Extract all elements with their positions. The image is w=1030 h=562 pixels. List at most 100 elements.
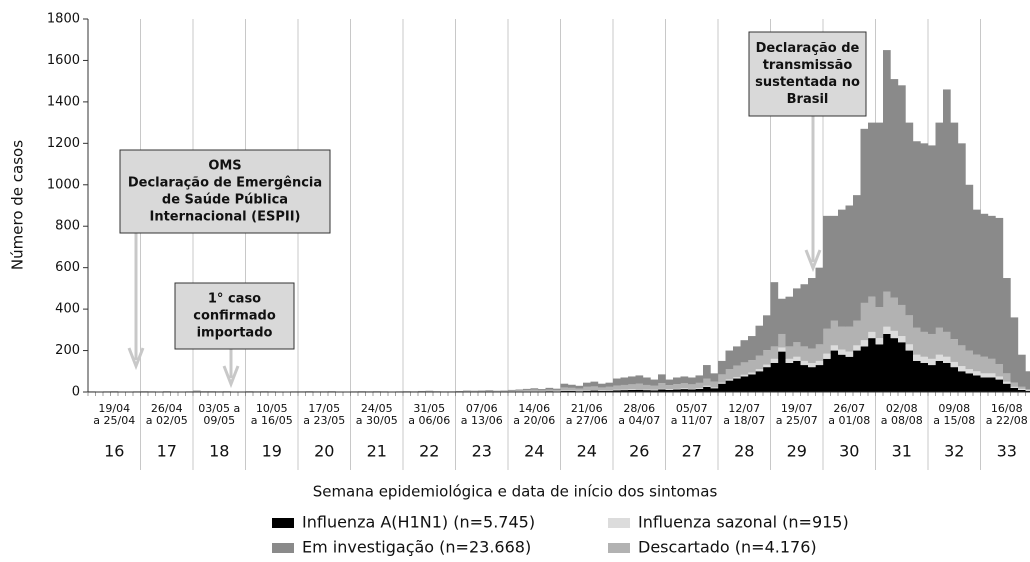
bar-segment bbox=[928, 358, 936, 366]
bar-segment bbox=[643, 390, 651, 392]
bar-segment bbox=[500, 390, 509, 392]
bar-segment bbox=[1003, 278, 1011, 374]
bar-segment bbox=[860, 346, 869, 392]
bar-segment bbox=[965, 369, 974, 374]
bar-segment bbox=[988, 377, 996, 392]
bar-segment bbox=[875, 338, 884, 345]
week-date-label: a 23/05 bbox=[303, 414, 345, 427]
bar-segment bbox=[935, 327, 944, 355]
bar-segment bbox=[860, 302, 869, 341]
week-date-label: a 02/05 bbox=[146, 414, 188, 427]
bar-segment bbox=[1018, 386, 1026, 389]
bar-segment bbox=[823, 353, 831, 359]
week-date-label: 21/06 bbox=[571, 402, 603, 415]
bar-segment bbox=[973, 209, 981, 355]
bar-segment bbox=[613, 378, 621, 386]
bar-segment bbox=[868, 331, 876, 339]
bar-segment bbox=[778, 347, 786, 352]
bar-segment bbox=[545, 389, 554, 391]
legend-swatch bbox=[608, 518, 630, 528]
bar-segment bbox=[928, 333, 936, 359]
bar-segment bbox=[830, 350, 839, 392]
bar-segment bbox=[1018, 389, 1026, 392]
bar-segment bbox=[703, 386, 711, 392]
bar-segment bbox=[770, 346, 779, 359]
week-number: 27 bbox=[682, 442, 702, 461]
bar-segment bbox=[620, 377, 629, 385]
bar-segment bbox=[898, 304, 906, 337]
week-date-label: a 01/08 bbox=[828, 414, 870, 427]
bar-segment bbox=[913, 354, 921, 361]
week-date-label: 09/08 bbox=[938, 402, 970, 415]
week-date-label: 10/05 bbox=[256, 402, 288, 415]
bar-segment bbox=[553, 389, 561, 392]
bar-segment bbox=[193, 390, 201, 392]
bar-segment bbox=[830, 215, 839, 321]
bar-segment bbox=[590, 386, 599, 391]
bar-segment bbox=[710, 381, 719, 388]
bar-segment bbox=[973, 371, 981, 376]
bar-segment bbox=[830, 320, 839, 346]
bar-segment bbox=[860, 340, 869, 347]
week-number: 24 bbox=[524, 442, 544, 461]
bar-segment bbox=[995, 217, 1004, 365]
bar-segment bbox=[718, 374, 726, 383]
week-date-label: 02/08 bbox=[886, 402, 918, 415]
bar-segment bbox=[628, 389, 636, 390]
week-number: 31 bbox=[892, 442, 912, 461]
bar-segment bbox=[673, 389, 681, 392]
bar-segment bbox=[778, 298, 786, 334]
week-date-label: 19/07 bbox=[781, 402, 813, 415]
week-date-label: 26/07 bbox=[833, 402, 865, 415]
bar-segment bbox=[1010, 317, 1019, 383]
bar-segment bbox=[515, 389, 524, 391]
week-date-label: a 06/06 bbox=[408, 414, 450, 427]
bar-segment bbox=[763, 350, 771, 365]
bar-segment bbox=[913, 327, 921, 355]
bar-segment bbox=[800, 365, 809, 392]
bar-segment bbox=[470, 391, 479, 392]
bar-segment bbox=[508, 390, 516, 392]
week-date-label: 07/06 bbox=[466, 402, 498, 415]
bar-segment bbox=[733, 377, 741, 379]
bar-segment bbox=[590, 390, 599, 392]
bar-segment bbox=[845, 356, 854, 392]
annotation-arrowhead bbox=[222, 365, 240, 389]
bar-segment bbox=[905, 344, 914, 351]
bar-segment bbox=[815, 365, 824, 392]
bar-segment bbox=[568, 384, 576, 388]
bar-segment bbox=[935, 122, 944, 328]
annotation-text: de Saúde Pública bbox=[162, 193, 288, 208]
bar-segment bbox=[658, 374, 666, 384]
week-number: 32 bbox=[944, 442, 964, 461]
bar-segment bbox=[928, 365, 936, 392]
annotation-arrowhead bbox=[804, 249, 822, 273]
bar-segment bbox=[628, 389, 636, 392]
bar-segment bbox=[793, 360, 801, 392]
bar-segment bbox=[853, 350, 861, 392]
week-date-label: a 04/07 bbox=[618, 414, 660, 427]
bar-segment bbox=[605, 382, 614, 387]
bar-segment bbox=[635, 389, 644, 390]
bar-segment bbox=[703, 365, 711, 379]
bar-segment bbox=[560, 390, 569, 392]
bar-segment bbox=[680, 388, 689, 390]
bar-segment bbox=[778, 351, 786, 392]
week-number: 29 bbox=[787, 442, 807, 461]
bar-segment bbox=[770, 282, 779, 347]
week-date-label: a 13/06 bbox=[461, 414, 503, 427]
week-date-label: a 11/07 bbox=[671, 414, 713, 427]
bar-segment bbox=[523, 388, 531, 390]
bar-segment bbox=[583, 382, 591, 387]
y-tick-label: 600 bbox=[55, 260, 80, 275]
week-date-label: 16/08 bbox=[991, 402, 1023, 415]
week-date-label: 28/06 bbox=[623, 402, 655, 415]
bar-segment bbox=[853, 195, 861, 321]
bar-segment bbox=[605, 390, 614, 392]
y-axis-title: Número de casos bbox=[9, 140, 27, 270]
bar-segment bbox=[583, 390, 591, 392]
bar-segment bbox=[665, 385, 674, 390]
bar-segment bbox=[1003, 383, 1011, 392]
bar-segment bbox=[980, 377, 989, 392]
bar-segment bbox=[740, 374, 749, 377]
